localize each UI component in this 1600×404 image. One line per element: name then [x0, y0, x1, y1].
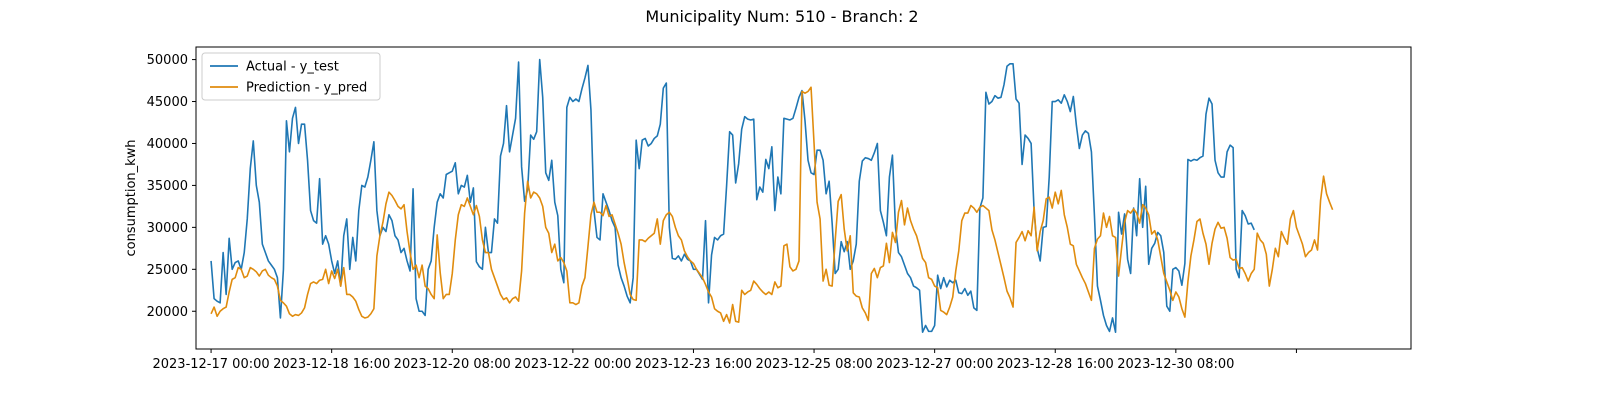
series-line-prediction [210, 86, 1334, 324]
y-axis-label: consumption_kwh [124, 139, 139, 256]
x-tick-label: 2023-12-25 08:00 [755, 357, 872, 372]
plot-frame [195, 46, 1412, 350]
y-tick-label: 25000 [147, 263, 188, 278]
plot-area: 20000 25000 30000 35000 40000 45000 50000 2023-… [147, 46, 1412, 372]
y-tick-label: 45000 [147, 95, 188, 110]
x-tick-label: 2023-12-20 08:00 [394, 357, 511, 372]
x-tick-label: 2023-12-23 16:00 [635, 357, 752, 372]
series-line-actual [210, 58, 1255, 334]
x-tick-label: 2023-12-22 00:00 [514, 357, 631, 372]
x-tick-label: 2023-12-27 00:00 [876, 357, 993, 372]
y-tick-label: 35000 [147, 179, 188, 194]
legend-label-actual: Actual - y_test [246, 60, 339, 75]
x-tick-label: 2023-12-28 16:00 [997, 357, 1114, 372]
y-tick-label: 50000 [147, 53, 188, 68]
y-tick-label: 30000 [147, 221, 188, 236]
y-tick-label: 20000 [147, 305, 188, 320]
x-tick-label: 2023-12-30 08:00 [1117, 357, 1234, 372]
legend-label-prediction: Prediction - y_pred [246, 81, 367, 96]
legend-box [201, 52, 381, 101]
x-tick-label: 2023-12-18 16:00 [273, 357, 390, 372]
x-tick-label: 2023-12-17 00:00 [152, 357, 269, 372]
chart-title: Municipality Num: 510 - Branch: 2 [645, 7, 918, 26]
y-tick-label: 40000 [147, 137, 188, 152]
